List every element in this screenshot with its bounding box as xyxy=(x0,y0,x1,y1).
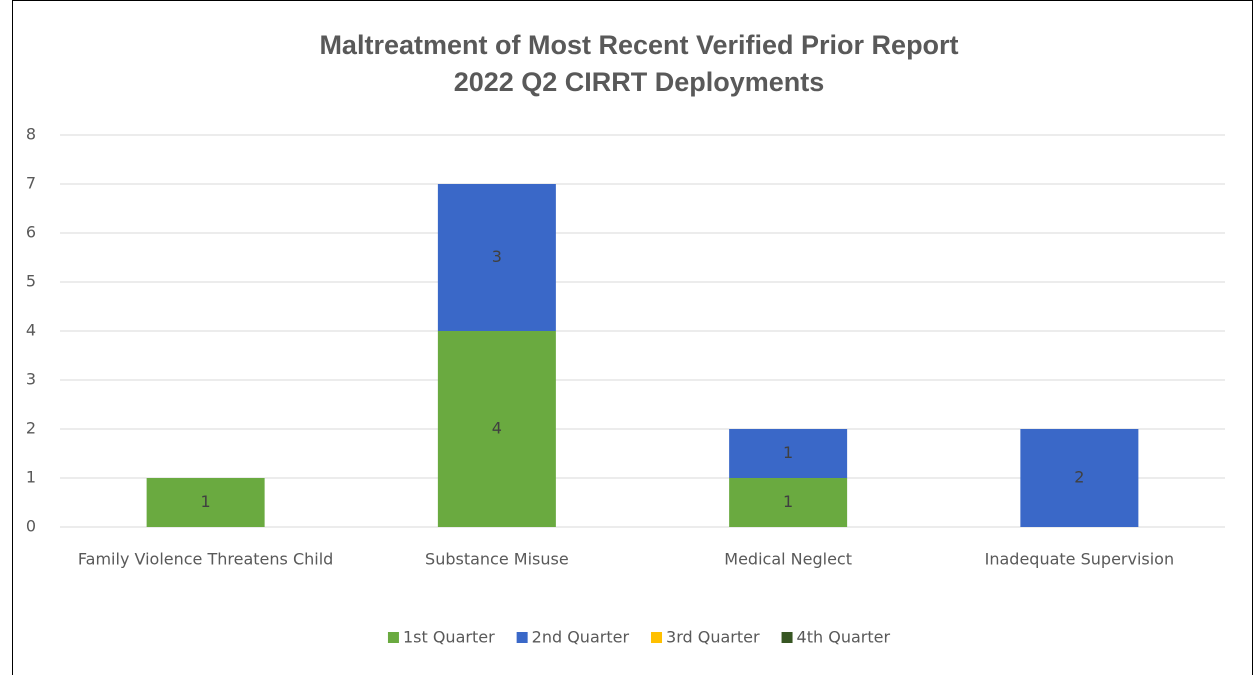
legend-label: 2nd Quarter xyxy=(532,628,630,647)
bar-segment xyxy=(146,478,265,527)
y-tick-label: 7 xyxy=(26,174,36,193)
x-tick-label: Medical Neglect xyxy=(724,550,852,569)
legend-swatch xyxy=(781,632,793,643)
y-tick-label: 4 xyxy=(26,321,36,340)
legend-swatch xyxy=(516,632,528,643)
y-tick-label: 3 xyxy=(26,370,36,389)
y-tick-label: 5 xyxy=(26,272,36,291)
data-label: 1 xyxy=(783,492,793,511)
legend: 1st Quarter 2nd Quarter 3rd Quarter 4th Qua… xyxy=(387,628,891,647)
bar-segment xyxy=(729,478,848,527)
data-label: 4 xyxy=(492,419,502,438)
bar-segment xyxy=(437,331,556,527)
bar-segment xyxy=(1020,429,1139,527)
x-tick-label: Family Violence Threatens Child xyxy=(78,550,333,569)
x-tick-label: Inadequate Supervision xyxy=(985,550,1174,569)
y-tick-label: 2 xyxy=(26,419,36,438)
legend-swatch xyxy=(651,632,663,643)
y-tick-label: 8 xyxy=(26,125,36,144)
chart-title: Maltreatment of Most Recent Verified Pri… xyxy=(319,30,958,60)
data-label: 1 xyxy=(783,443,793,462)
data-label: 2 xyxy=(1074,468,1084,487)
data-label: 3 xyxy=(492,247,502,266)
y-tick-label: 0 xyxy=(26,517,36,536)
bar-segment xyxy=(437,184,556,331)
y-tick-label: 1 xyxy=(26,468,36,487)
legend-label: 3rd Quarter xyxy=(666,628,760,647)
data-label: 1 xyxy=(201,492,211,511)
legend-swatch xyxy=(387,632,399,643)
chart-border xyxy=(12,0,1253,675)
legend-label: 1st Quarter xyxy=(403,628,495,647)
bar-segment xyxy=(729,429,848,478)
x-tick-label: Substance Misuse xyxy=(425,550,569,569)
chart-title: 2022 Q2 CIRRT Deployments xyxy=(454,67,825,97)
y-tick-label: 6 xyxy=(26,223,36,242)
legend-label: 4th Quarter xyxy=(797,628,891,647)
